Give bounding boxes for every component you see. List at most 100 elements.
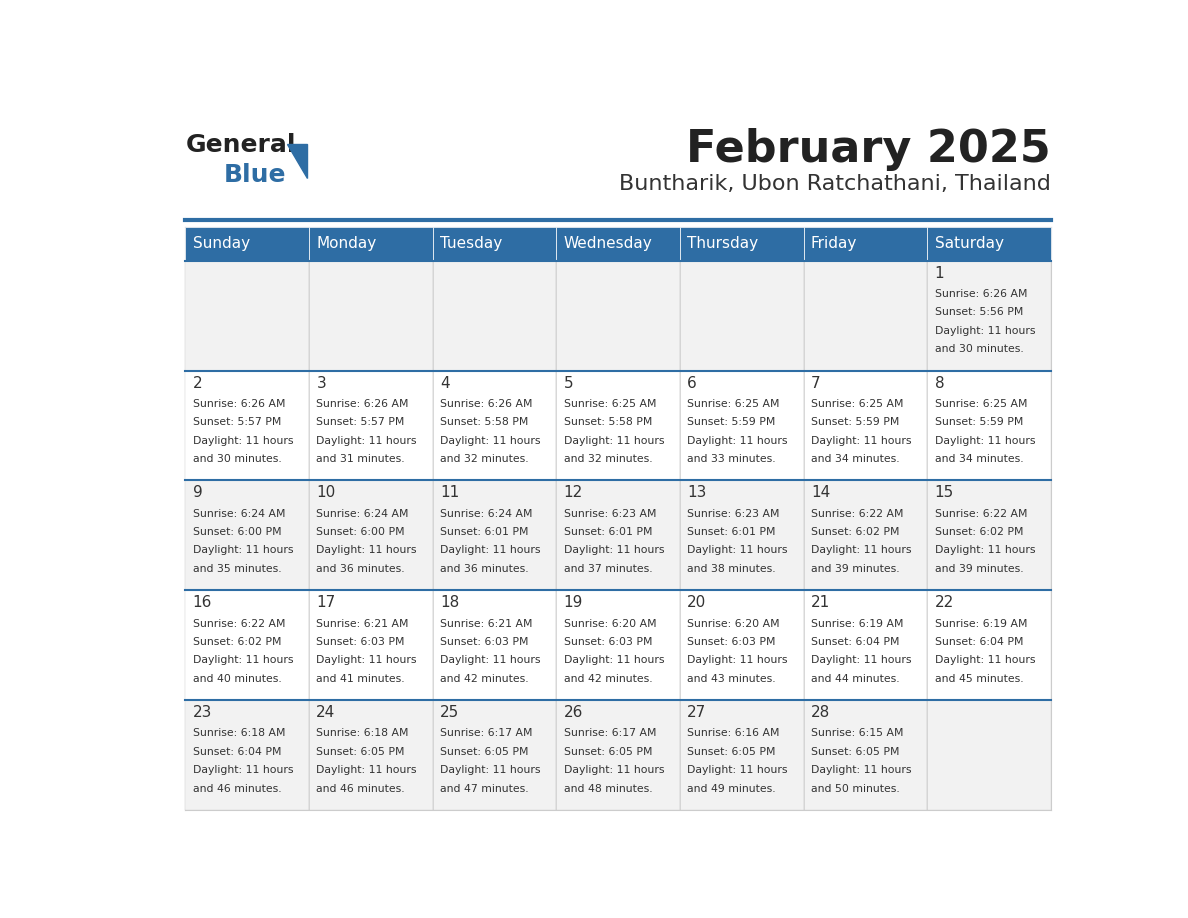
FancyBboxPatch shape bbox=[680, 261, 803, 371]
Text: 6: 6 bbox=[687, 375, 697, 390]
Text: and 31 minutes.: and 31 minutes. bbox=[316, 454, 405, 464]
FancyBboxPatch shape bbox=[432, 261, 556, 371]
Text: Sunrise: 6:16 AM: Sunrise: 6:16 AM bbox=[687, 728, 779, 738]
Text: Daylight: 11 hours: Daylight: 11 hours bbox=[563, 655, 664, 666]
Text: Daylight: 11 hours: Daylight: 11 hours bbox=[935, 326, 1035, 336]
Text: Daylight: 11 hours: Daylight: 11 hours bbox=[687, 545, 788, 555]
Text: 5: 5 bbox=[563, 375, 574, 390]
Text: Daylight: 11 hours: Daylight: 11 hours bbox=[440, 436, 541, 445]
Text: and 49 minutes.: and 49 minutes. bbox=[687, 784, 776, 793]
Text: and 45 minutes.: and 45 minutes. bbox=[935, 674, 1023, 684]
Text: Sunrise: 6:20 AM: Sunrise: 6:20 AM bbox=[687, 619, 779, 629]
Text: and 39 minutes.: and 39 minutes. bbox=[811, 564, 899, 574]
Text: Sunset: 5:59 PM: Sunset: 5:59 PM bbox=[935, 417, 1023, 427]
Text: Thursday: Thursday bbox=[687, 236, 758, 252]
FancyBboxPatch shape bbox=[927, 371, 1051, 480]
Text: Daylight: 11 hours: Daylight: 11 hours bbox=[811, 436, 911, 445]
Text: and 47 minutes.: and 47 minutes. bbox=[440, 784, 529, 793]
Text: Sunset: 6:05 PM: Sunset: 6:05 PM bbox=[811, 746, 899, 756]
Text: 12: 12 bbox=[563, 486, 583, 500]
FancyBboxPatch shape bbox=[680, 227, 803, 261]
Text: and 32 minutes.: and 32 minutes. bbox=[440, 454, 529, 464]
Text: Sunset: 6:00 PM: Sunset: 6:00 PM bbox=[316, 527, 405, 537]
Text: Daylight: 11 hours: Daylight: 11 hours bbox=[935, 655, 1035, 666]
Text: 7: 7 bbox=[811, 375, 821, 390]
Text: Daylight: 11 hours: Daylight: 11 hours bbox=[811, 545, 911, 555]
Text: Sunrise: 6:24 AM: Sunrise: 6:24 AM bbox=[316, 509, 409, 519]
Text: Sunrise: 6:26 AM: Sunrise: 6:26 AM bbox=[316, 398, 409, 409]
Text: 4: 4 bbox=[440, 375, 449, 390]
Text: Daylight: 11 hours: Daylight: 11 hours bbox=[687, 655, 788, 666]
Text: 3: 3 bbox=[316, 375, 326, 390]
Text: Daylight: 11 hours: Daylight: 11 hours bbox=[687, 765, 788, 775]
Text: and 40 minutes.: and 40 minutes. bbox=[192, 674, 282, 684]
Text: Wednesday: Wednesday bbox=[563, 236, 652, 252]
Text: and 46 minutes.: and 46 minutes. bbox=[192, 784, 282, 793]
Text: Daylight: 11 hours: Daylight: 11 hours bbox=[440, 655, 541, 666]
Text: and 34 minutes.: and 34 minutes. bbox=[935, 454, 1023, 464]
Text: Sunrise: 6:19 AM: Sunrise: 6:19 AM bbox=[811, 619, 903, 629]
Text: 18: 18 bbox=[440, 595, 460, 610]
Text: 13: 13 bbox=[687, 486, 707, 500]
FancyBboxPatch shape bbox=[309, 480, 432, 590]
Text: Monday: Monday bbox=[316, 236, 377, 252]
Text: Sunset: 6:01 PM: Sunset: 6:01 PM bbox=[687, 527, 776, 537]
Text: 26: 26 bbox=[563, 705, 583, 720]
Text: 28: 28 bbox=[811, 705, 830, 720]
Text: 21: 21 bbox=[811, 595, 830, 610]
FancyBboxPatch shape bbox=[556, 480, 680, 590]
FancyBboxPatch shape bbox=[803, 227, 927, 261]
FancyBboxPatch shape bbox=[803, 261, 927, 371]
Text: and 41 minutes.: and 41 minutes. bbox=[316, 674, 405, 684]
FancyBboxPatch shape bbox=[680, 371, 803, 480]
FancyBboxPatch shape bbox=[927, 261, 1051, 371]
Text: Daylight: 11 hours: Daylight: 11 hours bbox=[935, 436, 1035, 445]
Text: Daylight: 11 hours: Daylight: 11 hours bbox=[563, 545, 664, 555]
Text: Daylight: 11 hours: Daylight: 11 hours bbox=[563, 765, 664, 775]
Text: and 34 minutes.: and 34 minutes. bbox=[811, 454, 899, 464]
Text: 19: 19 bbox=[563, 595, 583, 610]
Text: and 33 minutes.: and 33 minutes. bbox=[687, 454, 776, 464]
FancyBboxPatch shape bbox=[432, 590, 556, 700]
Text: Sunrise: 6:22 AM: Sunrise: 6:22 AM bbox=[935, 509, 1026, 519]
Text: Sunset: 6:05 PM: Sunset: 6:05 PM bbox=[316, 746, 405, 756]
Text: Daylight: 11 hours: Daylight: 11 hours bbox=[316, 765, 417, 775]
Text: Buntharik, Ubon Ratchathani, Thailand: Buntharik, Ubon Ratchathani, Thailand bbox=[619, 174, 1051, 194]
FancyBboxPatch shape bbox=[185, 480, 309, 590]
Text: 20: 20 bbox=[687, 595, 707, 610]
Text: Friday: Friday bbox=[811, 236, 858, 252]
Text: Sunrise: 6:26 AM: Sunrise: 6:26 AM bbox=[935, 289, 1026, 299]
Text: Sunrise: 6:22 AM: Sunrise: 6:22 AM bbox=[811, 509, 903, 519]
Text: Daylight: 11 hours: Daylight: 11 hours bbox=[316, 545, 417, 555]
FancyBboxPatch shape bbox=[185, 700, 309, 810]
Text: Sunset: 6:03 PM: Sunset: 6:03 PM bbox=[563, 637, 652, 647]
Text: Sunset: 5:56 PM: Sunset: 5:56 PM bbox=[935, 308, 1023, 318]
Text: Sunrise: 6:17 AM: Sunrise: 6:17 AM bbox=[440, 728, 532, 738]
Text: General: General bbox=[185, 133, 296, 157]
FancyBboxPatch shape bbox=[432, 700, 556, 810]
Text: Sunset: 5:58 PM: Sunset: 5:58 PM bbox=[440, 417, 529, 427]
Text: Sunrise: 6:15 AM: Sunrise: 6:15 AM bbox=[811, 728, 903, 738]
FancyBboxPatch shape bbox=[803, 371, 927, 480]
Text: 16: 16 bbox=[192, 595, 213, 610]
Text: Sunset: 6:05 PM: Sunset: 6:05 PM bbox=[687, 746, 776, 756]
Text: Sunset: 6:02 PM: Sunset: 6:02 PM bbox=[935, 527, 1023, 537]
Text: 22: 22 bbox=[935, 595, 954, 610]
Text: Daylight: 11 hours: Daylight: 11 hours bbox=[687, 436, 788, 445]
Text: Sunrise: 6:24 AM: Sunrise: 6:24 AM bbox=[440, 509, 532, 519]
Text: and 32 minutes.: and 32 minutes. bbox=[563, 454, 652, 464]
Text: 11: 11 bbox=[440, 486, 460, 500]
Text: Sunday: Sunday bbox=[192, 236, 249, 252]
Text: Daylight: 11 hours: Daylight: 11 hours bbox=[811, 655, 911, 666]
Text: Sunset: 6:05 PM: Sunset: 6:05 PM bbox=[440, 746, 529, 756]
Text: Sunset: 6:00 PM: Sunset: 6:00 PM bbox=[192, 527, 282, 537]
Text: Sunrise: 6:26 AM: Sunrise: 6:26 AM bbox=[192, 398, 285, 409]
Text: Sunset: 5:58 PM: Sunset: 5:58 PM bbox=[563, 417, 652, 427]
FancyBboxPatch shape bbox=[185, 590, 309, 700]
FancyBboxPatch shape bbox=[803, 590, 927, 700]
Text: and 48 minutes.: and 48 minutes. bbox=[563, 784, 652, 793]
Text: and 35 minutes.: and 35 minutes. bbox=[192, 564, 282, 574]
Text: Sunset: 6:05 PM: Sunset: 6:05 PM bbox=[563, 746, 652, 756]
FancyBboxPatch shape bbox=[927, 700, 1051, 810]
Text: Sunset: 6:03 PM: Sunset: 6:03 PM bbox=[687, 637, 776, 647]
